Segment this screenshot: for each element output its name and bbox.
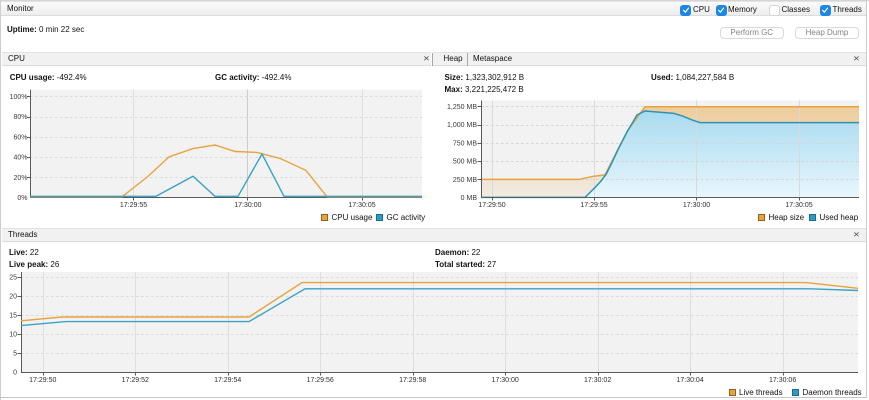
svg-text:17:29:56: 17:29:56 — [307, 377, 334, 384]
svg-text:60%: 60% — [13, 134, 27, 141]
svg-text:5: 5 — [13, 351, 17, 358]
svg-text:17:29:54: 17:29:54 — [214, 377, 241, 384]
svg-text:750 MB: 750 MB — [453, 140, 477, 147]
svg-text:17:30:05: 17:30:05 — [348, 202, 375, 209]
svg-text:17:30:06: 17:30:06 — [769, 377, 796, 384]
svg-text:17:29:55: 17:29:55 — [580, 202, 607, 209]
svg-text:17:30:00: 17:30:00 — [492, 377, 519, 384]
svg-text:17:29:50: 17:29:50 — [29, 377, 56, 384]
svg-text:40%: 40% — [13, 155, 27, 162]
svg-text:25: 25 — [9, 275, 17, 282]
svg-text:10: 10 — [9, 332, 17, 339]
svg-text:17:30:02: 17:30:02 — [584, 377, 611, 384]
svg-text:0: 0 — [13, 370, 17, 377]
svg-text:0 MB: 0 MB — [461, 195, 478, 202]
svg-text:80%: 80% — [13, 114, 27, 121]
svg-text:15: 15 — [9, 313, 17, 320]
svg-text:17:30:04: 17:30:04 — [676, 377, 703, 384]
svg-text:0%: 0% — [17, 195, 27, 202]
svg-text:17:29:55: 17:29:55 — [120, 202, 147, 209]
svg-text:20: 20 — [9, 294, 17, 301]
svg-text:17:29:50: 17:29:50 — [478, 202, 505, 209]
svg-text:17:29:58: 17:29:58 — [399, 377, 426, 384]
svg-text:17:29:52: 17:29:52 — [122, 377, 149, 384]
svg-text:20%: 20% — [13, 175, 27, 182]
svg-text:17:30:00: 17:30:00 — [683, 202, 710, 209]
svg-text:500 MB: 500 MB — [453, 159, 477, 166]
svg-text:100%: 100% — [10, 94, 28, 101]
svg-text:17:30:00: 17:30:00 — [234, 202, 261, 209]
svg-text:250 MB: 250 MB — [453, 177, 477, 184]
svg-text:1,250 MB: 1,250 MB — [447, 104, 477, 111]
svg-text:1,000 MB: 1,000 MB — [447, 122, 477, 129]
svg-text:17:30:05: 17:30:05 — [785, 202, 812, 209]
